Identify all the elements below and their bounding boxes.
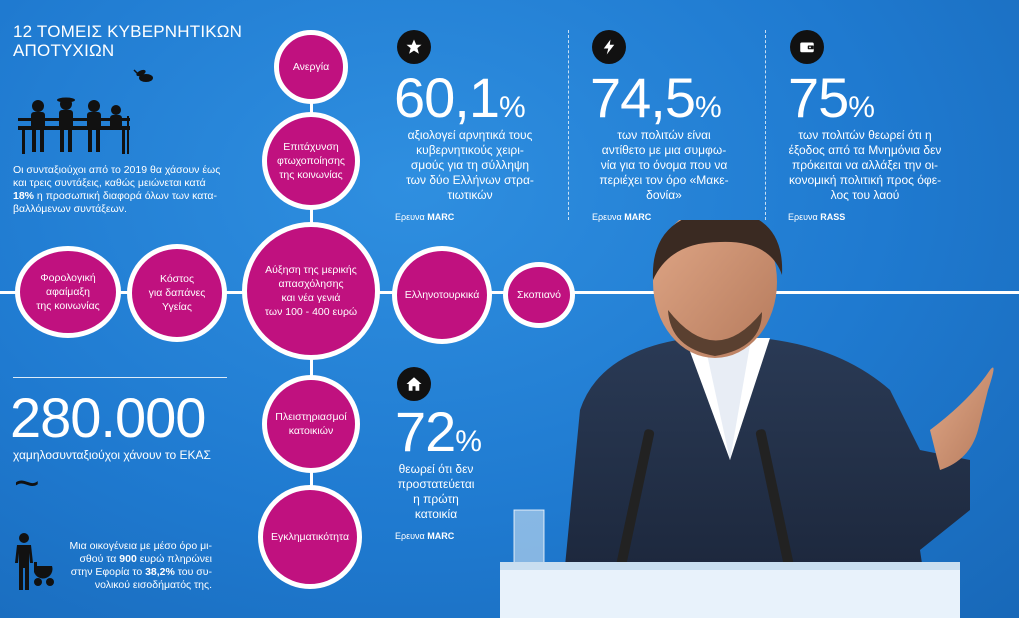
home-icon — [406, 377, 422, 391]
low-pension-number: 280.000 — [10, 386, 206, 449]
low-pension-caption: χαμηλοσυνταξιούχοι χάνουν το ΕΚΑΣ — [13, 448, 211, 462]
wallet-icon — [800, 42, 814, 53]
stat-icon-lightning — [592, 30, 626, 64]
bubble-greek-turkish: Ελληνοτουρκικά — [392, 246, 492, 344]
column-divider — [765, 30, 766, 220]
infographic-title: 12 ΤΟΜΕΙΣ ΚΥΒΕΡΝΗΤΙΚΩΝ ΑΠΟΤΥΧΙΩΝ — [13, 22, 243, 60]
pensioners-text: Οι συνταξιούχοι από το 2019 θα χάσουν έω… — [13, 164, 221, 215]
bubble-crime: Εγκληματικότητα — [258, 485, 362, 589]
stat-description: αξιολογεί αρνητικά τους κυβερνητικούς χε… — [406, 128, 534, 202]
bubble-skopje: Σκοπιανό — [503, 262, 575, 328]
family-text: Μια οικογένεια με μέσο όρο μι- σθού τα 9… — [69, 540, 212, 591]
column-divider — [568, 30, 569, 220]
stat-number: 74,5% — [590, 66, 722, 129]
stat-icon-wallet — [790, 30, 824, 64]
stat-number: 75% — [788, 66, 875, 129]
stat-source: Ερευνα MARC — [592, 212, 652, 222]
stat-description: των πολιτών είναι αντίθετο με μια συμφω-… — [599, 128, 729, 202]
fly-icon — [133, 69, 153, 82]
family-stroller-icon — [15, 533, 54, 590]
stat-icon-home — [397, 367, 431, 401]
stat-icon-star — [397, 30, 431, 64]
stat-description: των πολιτών θεωρεί ότι η έξοδος από τα Μ… — [788, 128, 942, 202]
bubble-poverty: Επιτάχυνση φτωχοποίησης της κοινωνίας — [262, 112, 360, 210]
tilde-symbol: ~ — [14, 459, 40, 508]
bubble-health: Κόστος για δαπάνες Υγείας — [127, 244, 227, 342]
stat-number: 72% — [395, 400, 482, 463]
politician-photo — [500, 220, 1019, 618]
pensioners-bench-icon — [18, 97, 130, 154]
stat-number: 60,1% — [394, 66, 526, 129]
separator — [13, 377, 227, 378]
stat-source: Ερευνα MARC — [395, 212, 455, 222]
bubble-tax: Φορολογική αφαίμαξη της κοινωνίας — [15, 246, 121, 338]
lightning-icon — [603, 39, 615, 55]
stat-source: Ερευνα RASS — [788, 212, 846, 222]
bubble-unemployment: Ανεργία — [274, 30, 348, 104]
star-icon — [406, 39, 422, 54]
stat-source: Ερευνα MARC — [395, 531, 455, 541]
stat-description: θεωρεί ότι δεν προστατεύεται η πρώτη κατ… — [397, 462, 475, 521]
bubble-part-time: Αύξηση της μερικής απασχόλησης και νέα γ… — [242, 222, 380, 360]
bubble-auctions: Πλειστηριασμοί κατοικιών — [262, 375, 360, 473]
